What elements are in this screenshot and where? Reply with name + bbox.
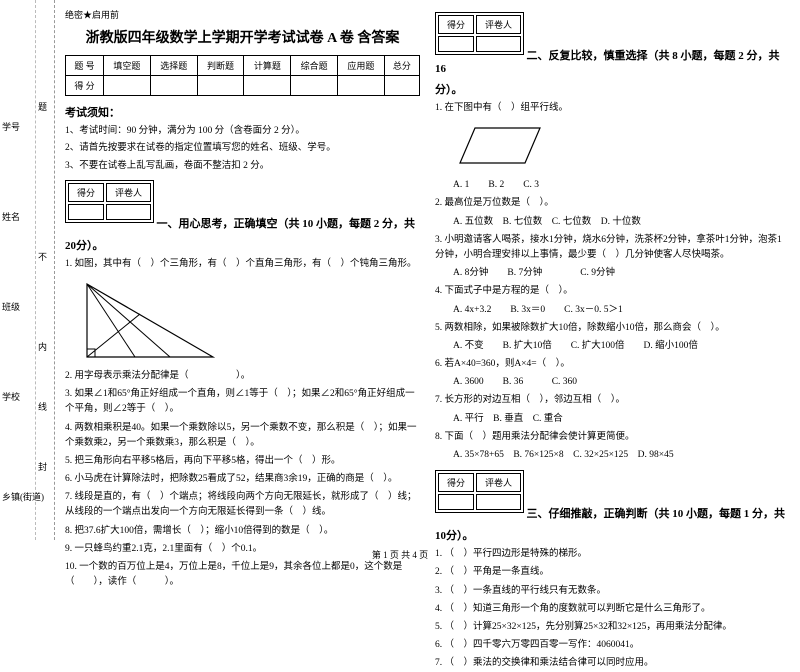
question-3-6: 6. （ ）四千零六万零四百零一写作：4060041。 [435,638,790,653]
question-2-3-opts: A. 8分钟 B. 7分钟 C. 9分钟 [453,266,790,281]
question-2-7-opts: A. 平行 B. 垂直 C. 重合 [453,412,790,427]
question-3-4: 4. （ ）知道三角形一个角的度数就可以判断它是什么三角形了。 [435,602,790,617]
score-cell[interactable] [338,76,385,96]
right-column: 得分评卷人 二、反复比较，慎重选择（共 8 小题，每题 2 分，共 16 分）。… [435,8,790,532]
seal-char-3: 内 [38,340,47,353]
score-cell[interactable] [68,204,104,220]
exam-title: 浙教版四年级数学上学期开学考试试卷 A 卷 含答案 [65,27,420,47]
question-2-4: 4. 下面式子中是方程的是（ ）。 [435,284,790,299]
score-cell[interactable] [384,76,419,96]
notice-item: 2、请首先按要求在试卷的指定位置填写您的姓名、班级、学号。 [65,141,420,155]
grader-label: 评卷人 [476,15,521,34]
question-3-2: 2. （ ）平角是一条直线。 [435,565,790,580]
binding-label-name: 姓名 [2,210,20,223]
question-1-8: 8. 把37.6扩大100倍，需增长（ ）；缩小10倍得到的数是（ ）。 [65,524,420,539]
question-3-5: 5. （ ）计算25×32×125，先分别算25×32和32×125，再用乘法分… [435,620,790,635]
score-cell[interactable] [244,76,291,96]
seal-char-2: 线 [38,400,47,413]
grader-cell[interactable] [476,494,521,510]
parallelogram-figure [455,123,545,168]
question-3-3: 3. （ ）一条直线的平行线只有无数条。 [435,584,790,599]
question-2-5-opts: A. 不变 B. 扩大10倍 C. 扩大100倍 D. 缩小100倍 [453,339,790,354]
question-2-6-opts: A. 3600 B. 36 C. 360 [453,375,790,390]
score-cell[interactable] [291,76,338,96]
question-2-5: 5. 两数相除，如果被除数扩大10倍，除数缩小10倍，那么商会（ ）。 [435,321,790,336]
score-label: 得分 [438,473,474,492]
left-column: 绝密★启用前 浙教版四年级数学上学期开学考试试卷 A 卷 含答案 题 号 填空题… [65,8,420,532]
score-cell[interactable] [150,76,197,96]
col-header: 填空题 [104,56,151,76]
grader-cell[interactable] [106,204,151,220]
col-header: 总分 [384,56,419,76]
question-1-7: 7. 线段是直的，有（ ）个端点；将线段向两个方向无限延长，就形成了（ ）线；从… [65,490,420,520]
col-header: 综合题 [291,56,338,76]
section-score-box: 得分评卷人 [435,470,524,513]
binding-label-class: 班级 [2,300,20,313]
section-1-cont: 20分）。 [65,237,420,253]
score-label: 得分 [438,15,474,34]
notice-item: 1、考试时间：90 分钟，满分为 100 分（含卷面分 2 分）。 [65,124,420,138]
question-1-2: 2. 用字母表示乘法分配律是（ ）。 [65,369,420,384]
question-1-6: 6. 小马虎在计算除法时，把除数25看成了52，结果商3余19，正确的商是（ ）… [65,472,420,487]
question-2-1: 1. 在下图中有（ ）组平行线。 [435,101,790,116]
score-cell[interactable] [197,76,244,96]
col-header: 题 号 [66,56,104,76]
question-2-1-opts: A. 1 B. 2 C. 3 [453,178,790,193]
page-footer: 第 1 页 共 4 页 [0,548,800,561]
score-cell[interactable] [438,494,474,510]
question-1-5: 5. 把三角形向右平移5格后，再向下平移5格，得出一个（ ）形。 [65,454,420,469]
grader-cell[interactable] [476,36,521,52]
confidential-mark: 绝密★启用前 [65,8,420,21]
section-3-cont: 10分）。 [435,527,790,543]
question-2-7: 7. 长方形的对边互相（ ），邻边互相（ ）。 [435,393,790,408]
score-label: 得分 [68,183,104,202]
binding-margin: 乡镇(街道) 学校 班级 姓名 学号 封 线 内 不 题 [0,0,55,540]
col-header: 判断题 [197,56,244,76]
col-header: 选择题 [150,56,197,76]
seal-char-5: 题 [38,100,47,113]
section-score-box: 得分评卷人 [435,12,524,55]
question-2-8: 8. 下面（ ）题用乘法分配律会使计算更简便。 [435,430,790,445]
col-header: 计算题 [244,56,291,76]
question-3-7: 7. （ ）乘法的交换律和乘法结合律可以同时应用。 [435,656,790,671]
question-2-4-opts: A. 4x+3.2 B. 3x＝0 C. 3x－0. 5＞1 [453,303,790,318]
question-2-3: 3. 小明邀请客人喝茶，接水1分钟，烧水6分钟，洗茶杯2分钟，拿茶叶1分钟，泡茶… [435,233,790,263]
section-1-title: 一、用心思考，正确填空（共 10 小题，每题 2 分，共 [157,218,416,230]
seal-char-4: 不 [38,250,47,263]
question-2-2-opts: A. 五位数 B. 七位数 C. 七位数 D. 十位数 [453,215,790,230]
grader-label: 评卷人 [476,473,521,492]
notice-item: 3、不要在试卷上乱写乱画，卷面不整洁扣 2 分。 [65,159,420,173]
main-content: 绝密★启用前 浙教版四年级数学上学期开学考试试卷 A 卷 含答案 题 号 填空题… [55,0,800,540]
score-row-label: 得 分 [66,76,104,96]
question-2-2: 2. 最高位是万位数是（ ）。 [435,196,790,211]
question-1-1: 1. 如图，其中有（ ）个三角形，有（ ）个直角三角形，有（ ）个钝角三角形。 [65,257,420,272]
notice-heading: 考试须知： [65,104,420,120]
grader-label: 评卷人 [106,183,151,202]
section-3-title: 三、仔细推敲，正确判断（共 10 小题，每题 1 分，共 [527,508,786,520]
binding-label-school: 学校 [2,390,20,403]
section-2-cont: 分）。 [435,81,790,97]
triangle-figure [85,279,215,359]
score-cell[interactable] [104,76,151,96]
question-1-4: 4. 两数相乘积是40。如果一个乘数除以5，另一个乘数不变，那么积是（ ）；如果… [65,421,420,451]
question-2-8-opts: A. 35×78+65 B. 76×125×8 C. 32×25×125 D. … [453,448,790,463]
question-1-3: 3. 如果∠1和65°角正好组成一个直角，则∠1等于（ ）；如果∠2和65°角正… [65,387,420,417]
question-2-6: 6. 若A×40=360，则A×4=（ ）。 [435,357,790,372]
score-cell[interactable] [438,36,474,52]
score-summary-table: 题 号 填空题 选择题 判断题 计算题 综合题 应用题 总分 得 分 [65,55,420,96]
col-header: 应用题 [338,56,385,76]
section-score-box: 得分评卷人 [65,180,154,223]
binding-label-id: 学号 [2,120,20,133]
binding-label-township: 乡镇(街道) [2,490,44,503]
seal-char-1: 封 [38,460,47,473]
